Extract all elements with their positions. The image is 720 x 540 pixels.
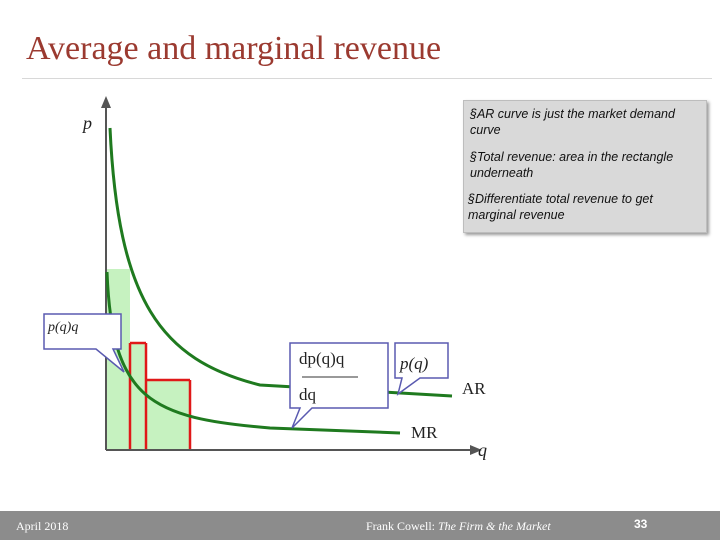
derivative-numerator: dp(q)q xyxy=(299,349,345,368)
x-axis-label: q xyxy=(478,440,487,460)
y-axis-arrow-icon xyxy=(101,96,111,108)
ar-curve xyxy=(108,127,453,398)
revenue-callout xyxy=(43,313,125,373)
title-divider xyxy=(22,78,712,79)
page-number: 33 xyxy=(634,517,648,531)
y-axis-label: p xyxy=(81,113,92,133)
slide-title: Average and marginal revenue xyxy=(26,30,442,67)
price-callout xyxy=(394,342,449,396)
footer-author: Frank Cowell: xyxy=(366,519,438,533)
note-ar-demand: §AR curve is just the market demand curv… xyxy=(470,107,675,137)
revenue-rectangle-wide xyxy=(106,380,190,450)
footer-date: April 2018 xyxy=(16,519,69,533)
mr-curve-label: MR xyxy=(411,423,438,442)
note-differentiate: §Differentiate total revenue to get marg… xyxy=(468,192,653,222)
derivative-callout xyxy=(289,342,389,429)
ar-curve-label: AR xyxy=(462,379,486,398)
footer-bar: April 2018 Frank Cowell: The Firm & the … xyxy=(0,511,720,540)
price-callout-label: p(q) xyxy=(399,354,429,373)
derivative-denominator: dq xyxy=(299,385,317,404)
note-total-revenue: §Total revenue: area in the rectangle un… xyxy=(470,150,674,180)
footer-credit: Frank Cowell: The Firm & the Market xyxy=(366,519,551,534)
revenue-callout-label: p(q)q xyxy=(47,320,78,335)
notes-panel: §AR curve is just the market demand curv… xyxy=(463,100,707,233)
footer-book-title: The Firm & the Market xyxy=(438,519,551,533)
x-axis-arrow-icon xyxy=(470,445,482,455)
